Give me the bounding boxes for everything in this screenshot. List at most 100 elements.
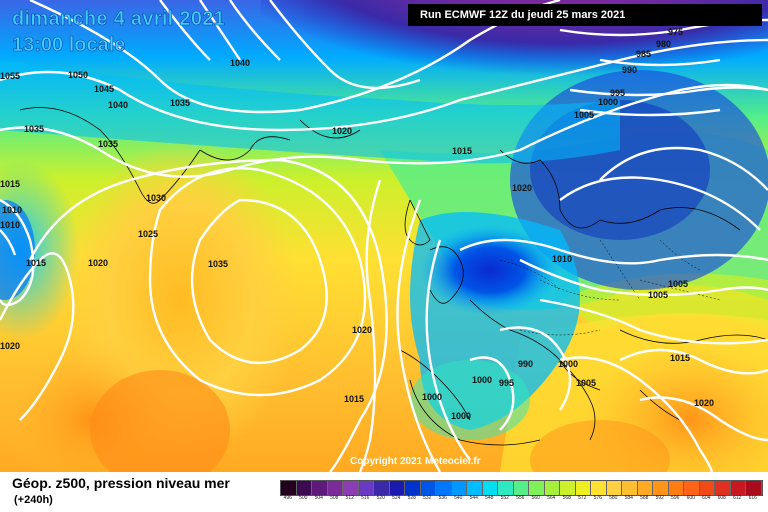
color-scale-label: 600	[686, 495, 695, 501]
color-scale-swatch	[513, 481, 529, 495]
isobar-label: 1020	[352, 325, 372, 335]
color-scale-label: 500	[299, 495, 308, 501]
forecast-date-title: dimanche 4 avril 2021	[12, 8, 226, 31]
color-scale-label: 512	[345, 495, 354, 501]
color-scale-swatch	[684, 481, 700, 495]
isobar-label: 1015	[452, 146, 472, 156]
color-scale-label: 604	[702, 495, 711, 501]
color-scale-swatch	[467, 481, 483, 495]
legend-title: Géop. z500, pression niveau mer	[12, 475, 230, 491]
color-scale-swatch	[312, 481, 328, 495]
coastlines	[19, 107, 768, 446]
color-scale-swatch	[436, 481, 452, 495]
isobar-label: 1005	[668, 279, 688, 289]
color-scale-label: 496	[283, 495, 292, 501]
color-scale-label: 580	[609, 495, 618, 501]
color-scale-swatch	[420, 481, 436, 495]
isobar-labels: 1055 1050 1045 1040 1040 1035 1035 1035 …	[0, 27, 714, 421]
isobar-label: 1020	[0, 341, 20, 351]
color-scale-swatch	[653, 481, 669, 495]
forecast-time-title: 13:00 locale	[12, 34, 126, 57]
isobar-label: 985	[636, 49, 651, 59]
isobar-label: 1000	[472, 375, 492, 385]
isobar-label: 1000	[422, 392, 442, 402]
color-scale-swatch	[405, 481, 421, 495]
color-scale-swatch	[498, 481, 514, 495]
isobar-label: 1040	[108, 100, 128, 110]
color-scale-label: 592	[655, 495, 664, 501]
copyright-notice: Copyright 2021 Meteociel.fr	[350, 456, 481, 467]
color-scale-labels: 496 500 504 508 512 516 520 524 528 532 536 540 544 5…	[280, 495, 761, 501]
color-scale-label: 568	[562, 495, 571, 501]
color-scale-swatch	[560, 481, 576, 495]
color-scale-swatch	[343, 481, 359, 495]
color-scale-swatch	[544, 481, 560, 495]
isobar-label: 1055	[0, 71, 20, 81]
isobar-label: 1000	[558, 359, 578, 369]
isobar-label: 975	[668, 27, 683, 37]
color-scale-swatch	[746, 481, 762, 495]
color-scale-label: 532	[423, 495, 432, 501]
color-scale-label: 612	[733, 495, 742, 501]
color-scale-label: 564	[547, 495, 556, 501]
legend-bar: Géop. z500, pression niveau mer (+240h) …	[0, 472, 768, 512]
color-scale-swatch	[622, 481, 638, 495]
isobar-label: 1010	[552, 254, 572, 264]
color-scale-swatch	[730, 481, 746, 495]
color-scale-label: 548	[485, 495, 494, 501]
isobar-label: 1010	[2, 205, 22, 215]
color-scale-label: 524	[392, 495, 401, 501]
color-scale-label: 540	[454, 495, 463, 501]
isobar-label: 995	[499, 378, 514, 388]
isobar-label: 1015	[0, 179, 20, 189]
isobar-label: 1020	[88, 258, 108, 268]
color-scale-label: 572	[578, 495, 587, 501]
isobar-label: 1000	[598, 97, 618, 107]
isobar-label: 1000	[451, 411, 471, 421]
color-scale-swatch	[637, 481, 653, 495]
isobar-label: 1020	[332, 126, 352, 136]
isobar-label: 1035	[170, 98, 190, 108]
isobar-label: 1035	[98, 139, 118, 149]
color-scale-label: 556	[516, 495, 525, 501]
isobar-label: 1035	[24, 124, 44, 134]
color-scale-swatch	[591, 481, 607, 495]
color-scale-swatch	[296, 481, 312, 495]
color-scale-label: 528	[407, 495, 416, 501]
isobar-label: 1015	[26, 258, 46, 268]
isobar-label: 990	[622, 65, 637, 75]
isobar-label: 1010	[0, 220, 20, 230]
isobar-label: 1005	[576, 378, 596, 388]
color-scale-swatch	[606, 481, 622, 495]
color-scale-label: 544	[469, 495, 478, 501]
isobar-label: 1025	[138, 229, 158, 239]
isobar-label: 995	[610, 88, 625, 98]
color-scale-swatch	[451, 481, 467, 495]
isobar-label: 1030	[146, 193, 166, 203]
map-area: 1055 1050 1045 1040 1040 1035 1035 1035 …	[0, 0, 768, 472]
color-scale-label: 508	[330, 495, 339, 501]
color-scale-label: 560	[531, 495, 540, 501]
isobar-label: 1020	[694, 398, 714, 408]
color-scale-swatch	[529, 481, 545, 495]
isobar-label: 1005	[648, 290, 668, 300]
color-scale-label: 516	[361, 495, 370, 501]
model-run-info: Run ECMWF 12Z du jeudi 25 mars 2021	[408, 4, 762, 26]
isobar-label: 1040	[230, 58, 250, 68]
isobar-label: 990	[518, 359, 533, 369]
color-scale-swatch	[281, 481, 297, 495]
color-scale-swatch	[575, 481, 591, 495]
color-scale-label: 536	[438, 495, 447, 501]
color-scale	[280, 480, 763, 496]
pressure-map: 1055 1050 1045 1040 1040 1035 1035 1035 …	[0, 0, 768, 472]
isobar-label: 1035	[208, 259, 228, 269]
europe-low	[420, 225, 560, 315]
color-scale-label: 520	[376, 495, 385, 501]
color-scale-label: 596	[671, 495, 680, 501]
color-scale-swatch	[327, 481, 343, 495]
color-scale-label: 504	[314, 495, 323, 501]
color-scale-label: 616	[748, 495, 757, 501]
color-scale-label: 588	[640, 495, 649, 501]
color-scale-swatch	[389, 481, 405, 495]
